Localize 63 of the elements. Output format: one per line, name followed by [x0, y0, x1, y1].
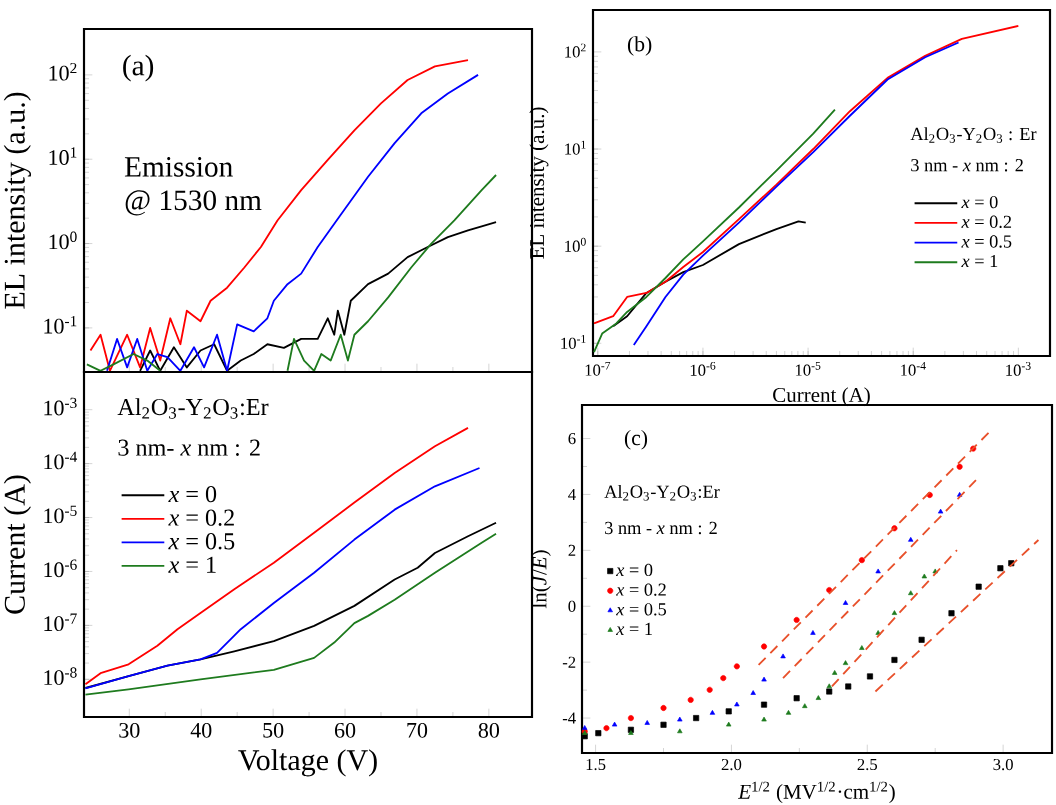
legend-label: x = 0.2 — [961, 215, 1012, 229]
legend-label: x = 1 — [615, 622, 652, 635]
y-tick-label: 10$^{1}$ — [49, 147, 77, 165]
x-axis-title: Current (A) — [773, 387, 870, 407]
x-tick-label: 50 — [263, 722, 284, 738]
annotation: 3 nm- x nm : 2 — [118, 439, 260, 456]
y-tick-label: 10$^{-1}$ — [44, 315, 77, 334]
y-tick-label: 10$^{-6}$ — [44, 559, 77, 578]
legend-label: x = 0.5 — [961, 235, 1012, 248]
text: Al$_{2}$O$_{3}$-Y$_{2}$O$_{3}$ : Er — [910, 127, 1037, 143]
y-axis-title: Current (A) — [3, 475, 31, 614]
text: Al$_{2}$O$_{3}$-Y$_{2}$O$_{3}$:Er — [604, 484, 720, 501]
text: Al$_{2}$O$_{3}$-Y$_{2}$O$_{3}$:Er — [117, 398, 269, 419]
legend-label: x = 0.2 — [615, 583, 666, 596]
annotation: (c) — [624, 429, 648, 450]
y-tick-label: 2 — [568, 544, 576, 556]
annotation: Emission — [124, 157, 233, 177]
y-tick-label: 0 — [568, 600, 576, 612]
annotation: 3 nm - x nm : 2 — [605, 521, 717, 535]
x-tick-label: 40 — [190, 722, 212, 738]
annotation: @ 1530 nm — [125, 190, 262, 216]
legend-label: x = 0 — [961, 195, 998, 209]
legend-label: x = 0 — [168, 485, 217, 503]
x-axis-title: Voltage (V) — [238, 749, 377, 777]
y-tick-label: 10$^{2}$ — [565, 43, 586, 58]
annotation: (a) — [123, 54, 154, 82]
y-tick-label: 10$^{-5}$ — [44, 505, 77, 524]
x-tick-label: 2.0 — [721, 758, 742, 771]
x-tick-label: 1.5 — [586, 758, 606, 771]
y-tick-label: -4 — [562, 712, 576, 724]
legend-label: x = 0.5 — [615, 603, 667, 616]
y-tick-label: 10$^{-1}$ — [561, 335, 586, 349]
x-tick-label: 10$^{-5}$ — [795, 361, 821, 376]
x-tick-label: 3.0 — [993, 758, 1013, 771]
x-tick-label: 80 — [478, 722, 500, 738]
legend-label: x = 0 — [615, 563, 653, 577]
y-tick-label: 4 — [568, 488, 576, 500]
x-tick-label: 10$^{-6}$ — [690, 361, 716, 376]
y-axis-title: EL intensity (a.u.) — [3, 92, 32, 309]
y-tick-label: 10$^{-8}$ — [44, 667, 77, 686]
y-tick-label: 10$^{-7}$ — [44, 613, 77, 632]
x-axis-title: E$^{1/2}$ (MV$^{1/2}$·cm$^{1/2}$) — [738, 781, 895, 804]
annotation: 3 nm - x nm : 2 — [911, 159, 1023, 172]
x-tick-label: 30 — [119, 722, 140, 738]
legend-label: x = 0.5 — [168, 533, 235, 550]
legend-label: x = 1 — [168, 556, 216, 573]
x-tick-label: 10$^{-7}$ — [585, 361, 611, 376]
y-tick-label: 6 — [568, 433, 576, 445]
x-tick-label: 70 — [407, 722, 428, 738]
legend-label: x = 1 — [961, 254, 998, 268]
y-tick-label: 10$^{-3}$ — [44, 397, 77, 416]
y-tick-label: 10$^{1}$ — [565, 140, 586, 155]
annotation: (b) — [627, 36, 652, 56]
y-tick-label: 10$^{0}$ — [49, 231, 77, 250]
x-tick-label: 10$^{-4}$ — [901, 361, 926, 376]
x-tick-label: 60 — [334, 722, 356, 738]
y-tick-label: 10$^{-4}$ — [44, 451, 78, 470]
x-tick-label: 2.5 — [857, 758, 878, 771]
legend-label: x = 0.2 — [168, 509, 234, 526]
x-tick-label: 10$^{-3}$ — [1006, 361, 1031, 376]
y-tick-label: 10$^{2}$ — [49, 62, 77, 81]
y-tick-label: 10$^{0}$ — [565, 237, 586, 252]
y-tick-label: -2 — [562, 656, 576, 668]
